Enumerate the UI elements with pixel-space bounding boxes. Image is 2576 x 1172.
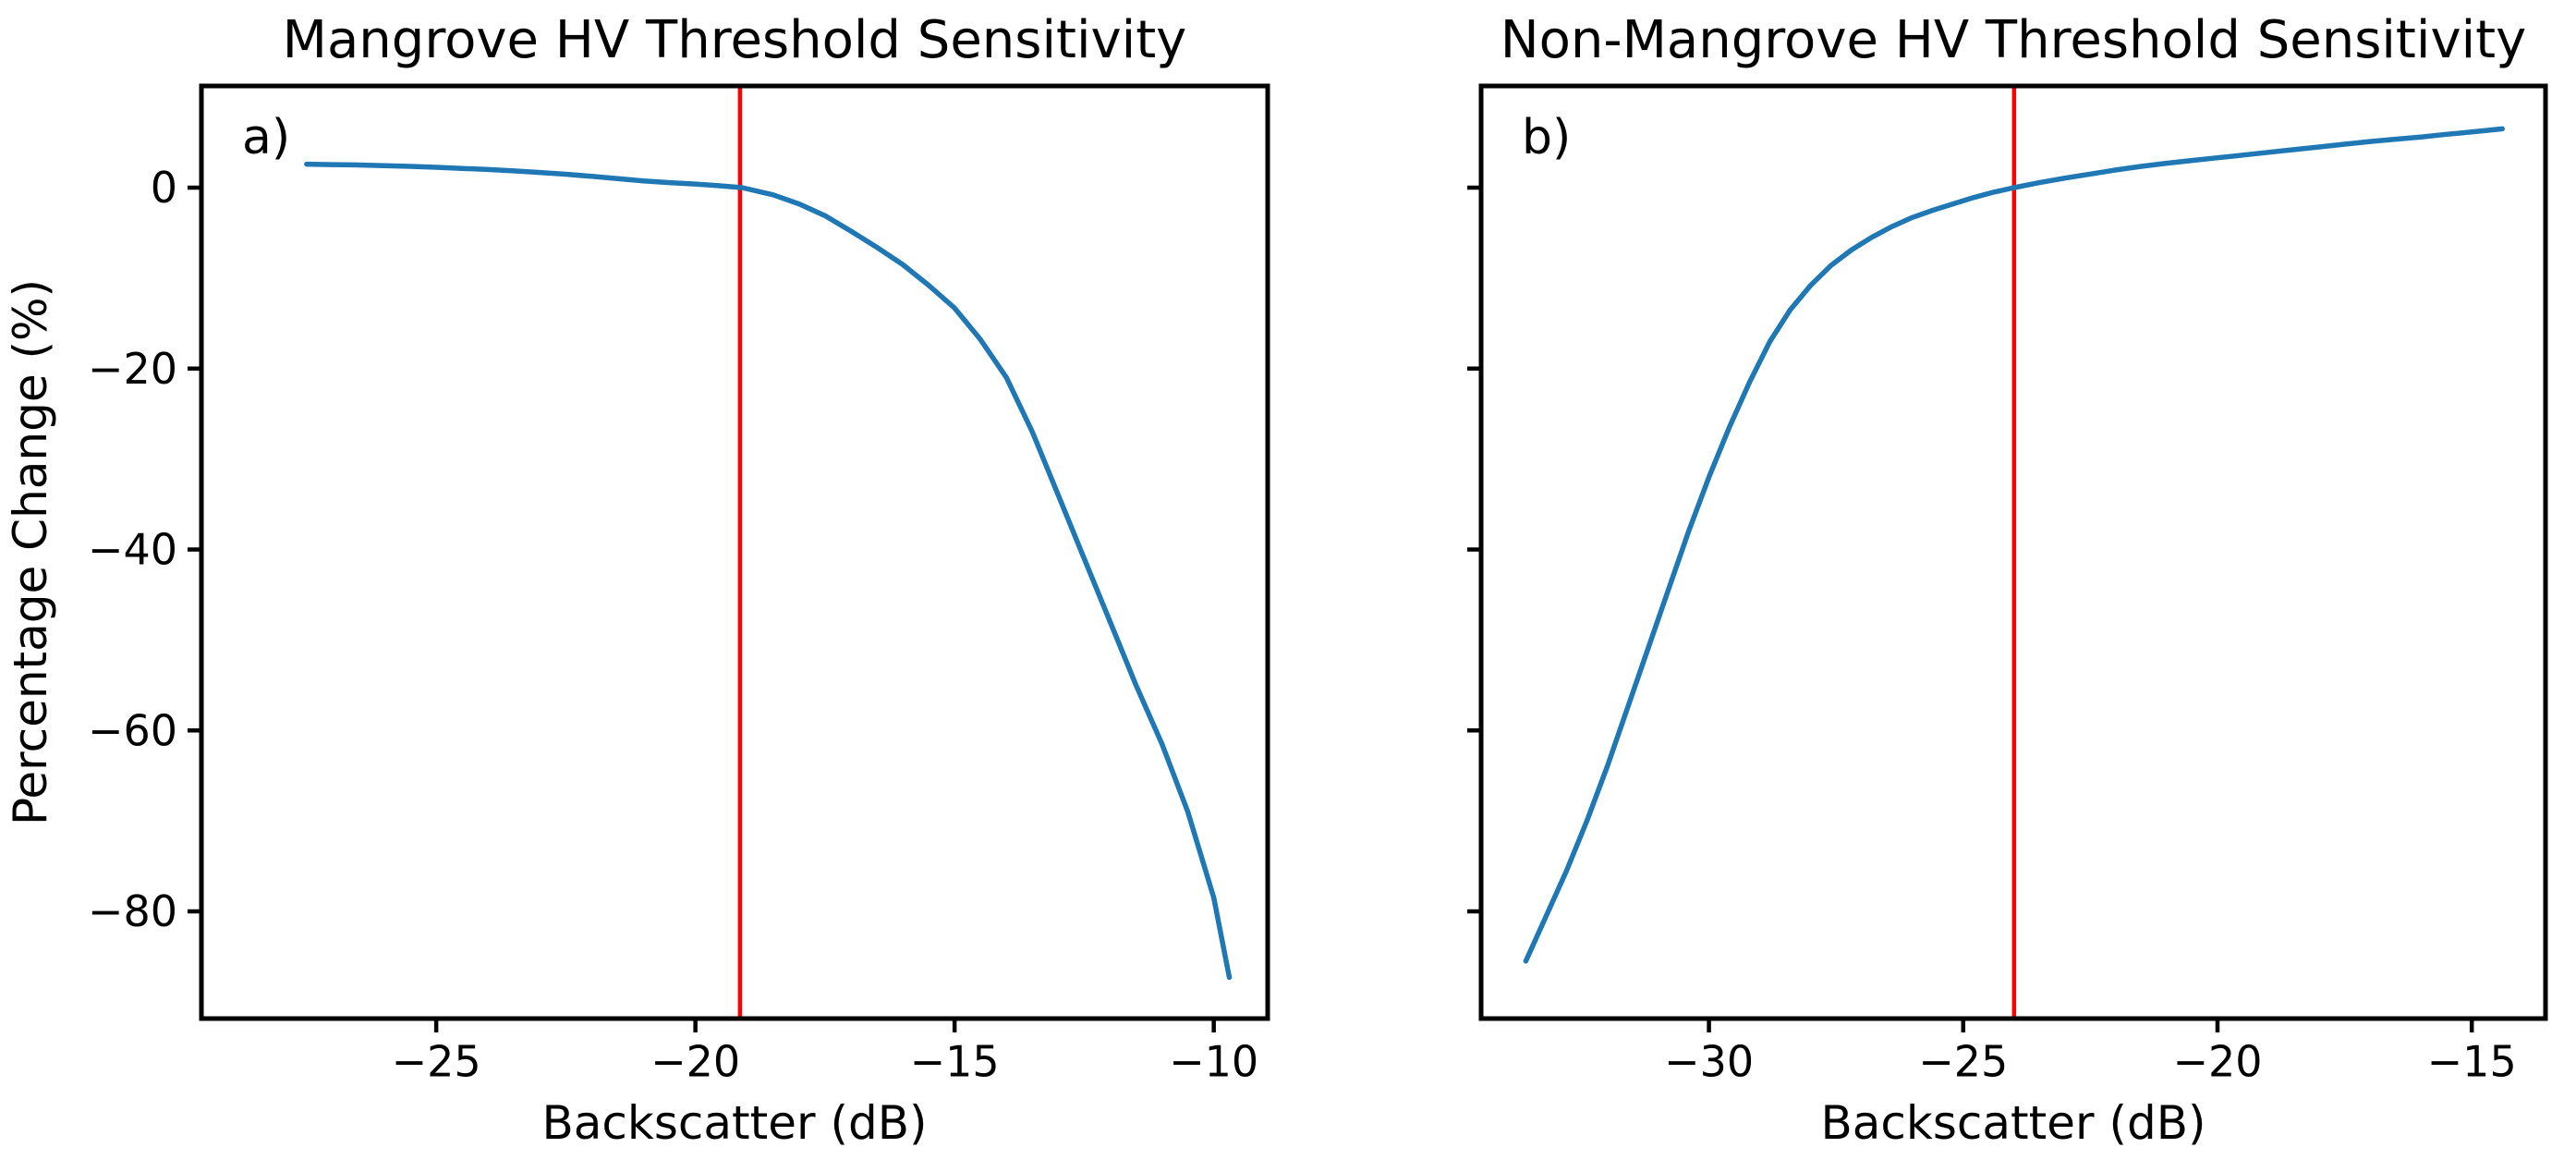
x-tick-label-b: −30	[1664, 1036, 1754, 1086]
mangrove-percentage-change-curve	[304, 161, 1233, 981]
y-tick-label-a: −40	[88, 525, 177, 575]
y-axis-label: Percentage Change (%)	[4, 279, 57, 825]
non-mangrove-percentage-change-curve	[1523, 126, 2505, 964]
x-axis-label-b: Backscatter (dB)	[1820, 1096, 2205, 1150]
subplot-a-title: Mangrove HV Threshold Sensitivity	[283, 10, 1187, 70]
x-tick-label-a: −20	[650, 1036, 740, 1086]
y-tick-label-a: −60	[88, 705, 177, 755]
x-axis-label-a: Backscatter (dB)	[541, 1096, 927, 1150]
panel-letter-a: a)	[242, 110, 290, 165]
y-tick-label-a: 0	[151, 163, 177, 213]
axes-spines-a	[199, 83, 1270, 1021]
x-tick-label-b: −15	[2427, 1036, 2517, 1086]
x-tick-label-a: −25	[392, 1036, 481, 1086]
subplot-b: Non-Mangrove HV Threshold Sensitivity −30…	[1467, 10, 2548, 1150]
x-tick-label-a: −15	[910, 1036, 1000, 1086]
panel-letter-b: b)	[1522, 110, 1571, 165]
subplot-a: Mangrove HV Threshold Sensitivity −25 −20 −…	[4, 10, 1270, 1150]
subplot-b-title: Non-Mangrove HV Threshold Sensitivity	[1501, 10, 2527, 70]
x-tick-label-a: −10	[1169, 1036, 1258, 1086]
x-tick-label-b: −25	[1918, 1036, 2008, 1086]
y-tick-label-a: −20	[88, 344, 177, 394]
x-tick-label-b: −20	[2172, 1036, 2262, 1086]
y-tick-label-a: −80	[88, 886, 177, 936]
axes-spines-b	[1478, 83, 2548, 1021]
